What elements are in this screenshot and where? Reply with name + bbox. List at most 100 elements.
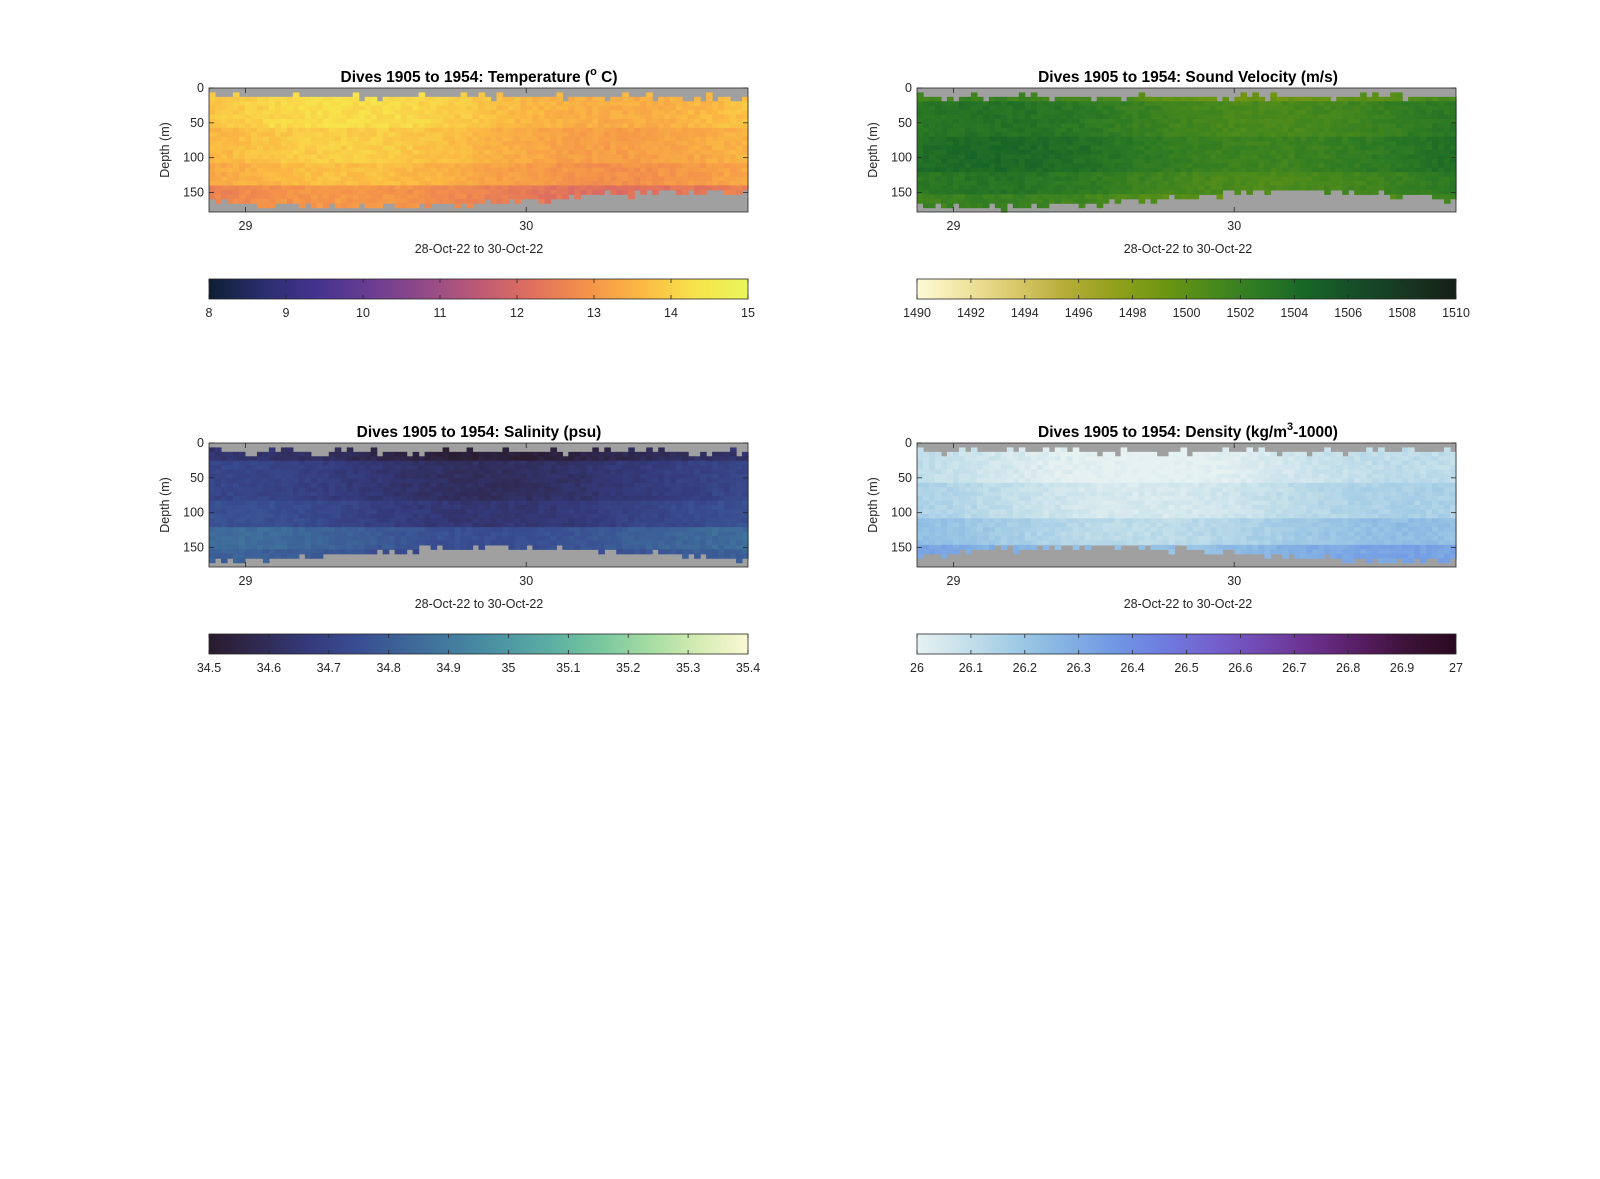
- salinity-cell: [358, 522, 366, 528]
- salinity-cell: [358, 474, 366, 480]
- salinity-cell: [292, 451, 300, 457]
- temperature-cell: [448, 198, 456, 204]
- temperature-cell: [209, 154, 216, 160]
- temperature-cell: [730, 132, 737, 138]
- sound-velocity-cell: [1222, 145, 1230, 151]
- sound-velocity-cell: [1402, 123, 1409, 129]
- salinity-cell: [322, 513, 330, 519]
- temperature-cell: [382, 127, 390, 133]
- sound-velocity-cell: [1354, 105, 1361, 111]
- temperature-cell: [304, 136, 312, 142]
- sound-velocity-cell: [1156, 101, 1164, 107]
- sound-velocity-cell: [1090, 132, 1098, 138]
- temperature-cell: [526, 185, 533, 191]
- sound-velocity-cell: [1414, 176, 1421, 182]
- temperature-cell: [280, 114, 288, 120]
- temperature-cell: [460, 150, 468, 156]
- sound-velocity-cell: [1150, 114, 1158, 120]
- temperature-cell: [274, 127, 282, 133]
- salinity-cell: [382, 505, 390, 511]
- sound-velocity-cell: [1042, 198, 1050, 204]
- temperature-cell: [538, 136, 545, 142]
- salinity-cell: [334, 447, 342, 453]
- temperature-cell: [454, 172, 462, 178]
- sound-velocity-cell: [1162, 185, 1170, 191]
- sound-velocity-cell: [970, 154, 978, 160]
- temperature-cell: [340, 198, 348, 204]
- sound-velocity-cell: [1372, 167, 1379, 173]
- temperature-cell: [322, 123, 330, 129]
- temperature-cell: [406, 96, 414, 102]
- sound-velocity-cell: [1102, 119, 1110, 125]
- temperature-cell: [412, 198, 420, 204]
- salinity-cell: [310, 549, 318, 555]
- salinity-cell: [214, 447, 222, 453]
- sound-velocity-cell: [1144, 132, 1152, 138]
- temperature-cell: [209, 158, 216, 164]
- salinity-cell: [364, 482, 372, 488]
- temperature-cell: [520, 105, 528, 111]
- sound-velocity-cell: [1354, 163, 1361, 169]
- temperature-cell: [382, 154, 390, 160]
- temperature-cell: [460, 163, 468, 169]
- sound-velocity-cell: [1306, 119, 1313, 125]
- sound-velocity-cell: [1210, 154, 1218, 160]
- sound-velocity-cell: [1216, 154, 1224, 160]
- sound-velocity-panel: Dives 1905 to 1954: Sound Velocity (m/s)…: [866, 69, 1470, 320]
- sound-velocity-cell: [1360, 123, 1367, 129]
- sound-velocity-cell: [1324, 181, 1331, 187]
- sound-velocity-cell: [922, 198, 930, 204]
- temperature-cell: [424, 185, 432, 191]
- sound-velocity-cell: [1126, 189, 1134, 195]
- sound-velocity-cell: [1132, 136, 1140, 142]
- temperature-cell: [478, 141, 486, 147]
- sound-velocity-cell: [1024, 194, 1032, 200]
- temperature-cell: [568, 114, 575, 120]
- salinity-cell: [268, 518, 276, 524]
- sound-velocity-cell: [1432, 110, 1439, 116]
- sound-velocity-cell: [1006, 176, 1014, 182]
- temperature-cell: [646, 163, 653, 169]
- salinity-cell: [328, 487, 336, 493]
- sound-velocity-cell: [1192, 119, 1200, 125]
- salinity-cell: [220, 487, 228, 493]
- temperature-cell: [478, 110, 486, 116]
- salinity-cell: [286, 505, 294, 511]
- sound-velocity-cell: [934, 145, 942, 151]
- temperature-cell: [412, 181, 420, 187]
- sound-velocity-cell: [1378, 114, 1385, 120]
- temperature-cell: [496, 150, 504, 156]
- temperature-cell: [316, 163, 324, 169]
- sound-velocity-cell: [1330, 101, 1337, 107]
- sound-velocity-cell: [1036, 123, 1044, 129]
- temperature-cell: [520, 185, 528, 191]
- salinity-cell: [340, 531, 348, 537]
- sound-velocity-cell: [1204, 105, 1212, 111]
- sound-velocity-cell: [1312, 119, 1319, 125]
- temperature-cell: [538, 141, 545, 147]
- salinity-cell: [346, 500, 354, 506]
- sound-velocity-cell: [928, 141, 936, 147]
- sound-velocity-cell: [1072, 154, 1080, 160]
- sound-velocity-cell: [1408, 154, 1415, 160]
- temperature-cell: [730, 176, 737, 182]
- sound-velocity-cell: [928, 119, 936, 125]
- temperature-cell: [730, 119, 737, 125]
- salinity-cell: [250, 531, 258, 537]
- sound-velocity-cell: [1312, 96, 1319, 102]
- sound-velocity-cell: [988, 123, 996, 129]
- temperature-cell: [514, 172, 522, 178]
- temperature-cell: [340, 136, 348, 142]
- sound-velocity-cell: [1240, 154, 1247, 160]
- sound-velocity-cell: [976, 105, 984, 111]
- temperature-cell: [436, 114, 444, 120]
- temperature-cell: [616, 132, 623, 138]
- temperature-cell: [682, 163, 689, 169]
- temperature-cell: [574, 114, 581, 120]
- salinity-cell: [256, 536, 264, 542]
- salinity-cell: [334, 527, 342, 533]
- salinity-cell: [220, 500, 228, 506]
- sound-velocity-cell: [1222, 167, 1230, 173]
- sound-velocity-cell: [1276, 154, 1283, 160]
- temperature-cell: [724, 176, 731, 182]
